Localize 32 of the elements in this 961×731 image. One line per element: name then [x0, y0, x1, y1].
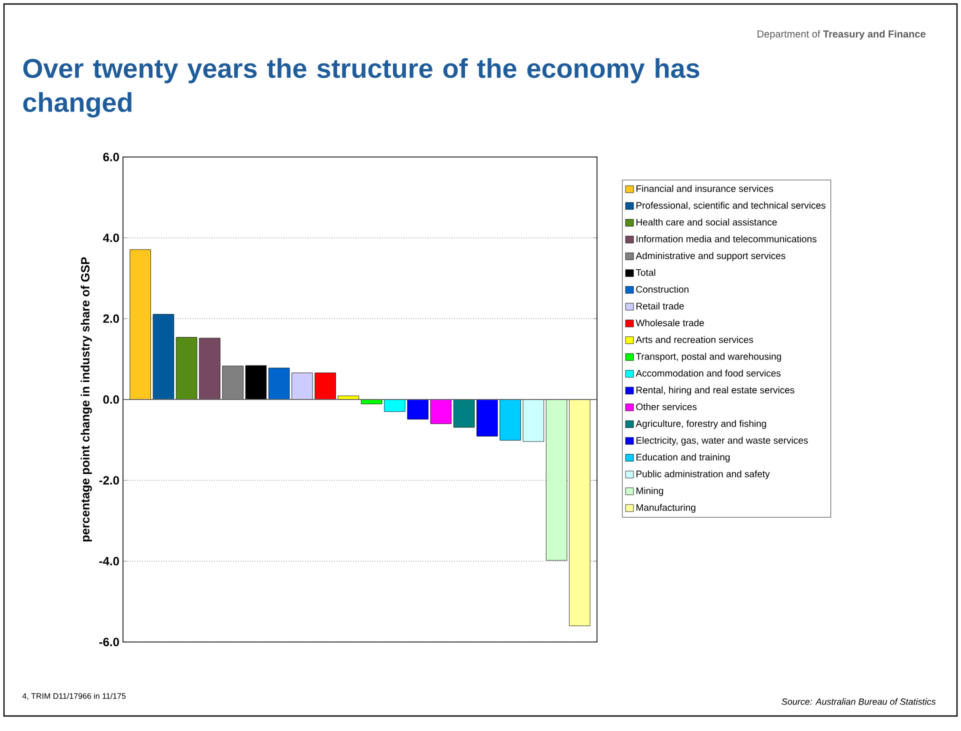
- legend-label: Health care and social assistance: [636, 218, 777, 226]
- legend-label: Agriculture, forestry and fishing: [636, 420, 766, 429]
- legend-label: Education and training: [636, 454, 730, 462]
- y-tick-label: 4.0: [102, 234, 119, 242]
- text: Department of Treasury and Finance: [758, 30, 926, 40]
- legend-label: Other services: [636, 403, 697, 410]
- legend-label: Information media and telecommunications: [636, 235, 816, 242]
- y-tick-label: -6.0: [99, 638, 119, 646]
- y-tick-label: 6.0: [103, 152, 119, 162]
- legend-label: Administrative and support services: [636, 252, 786, 261]
- legend-label: Retail trade: [636, 302, 684, 310]
- legend-label: Rental, hiring and real estate services: [636, 386, 794, 396]
- legend-label: Wholesale trade: [636, 319, 704, 326]
- legend-label: Mining: [636, 487, 664, 496]
- legend-label: Electricity, gas, water and waste services: [636, 436, 808, 446]
- source-note: Source: Australian Bureau of Statistics: [782, 698, 936, 705]
- legend-label: Public administration and safety: [636, 470, 770, 480]
- legend-label: Arts and recreation services: [636, 336, 754, 344]
- legend-label: Construction: [636, 286, 688, 293]
- legend-label: Manufacturing: [636, 504, 696, 513]
- legend-label: Transport, postal and warehousing: [636, 352, 782, 362]
- y-tick-label: 0.0: [103, 395, 119, 404]
- legend-label: Professional, scientific and technical services: [636, 202, 826, 210]
- legend-label: Accommodation and food services: [636, 370, 781, 377]
- legend-label: Financial and insurance services: [636, 185, 774, 192]
- text: 4, TRIM D11/17966 in 11/175: [22, 692, 126, 700]
- y-tick-label: -4.0: [99, 556, 119, 566]
- y-axis-title: percentage point change in industry share of GSP: [80, 257, 92, 542]
- y-tick-label: -2.0: [99, 476, 119, 485]
- chart-title: Over twenty years the structure of the economy has changed: [23, 58, 700, 118]
- legend-label: Total: [636, 268, 656, 276]
- y-tick-label: 2.0: [103, 314, 119, 323]
